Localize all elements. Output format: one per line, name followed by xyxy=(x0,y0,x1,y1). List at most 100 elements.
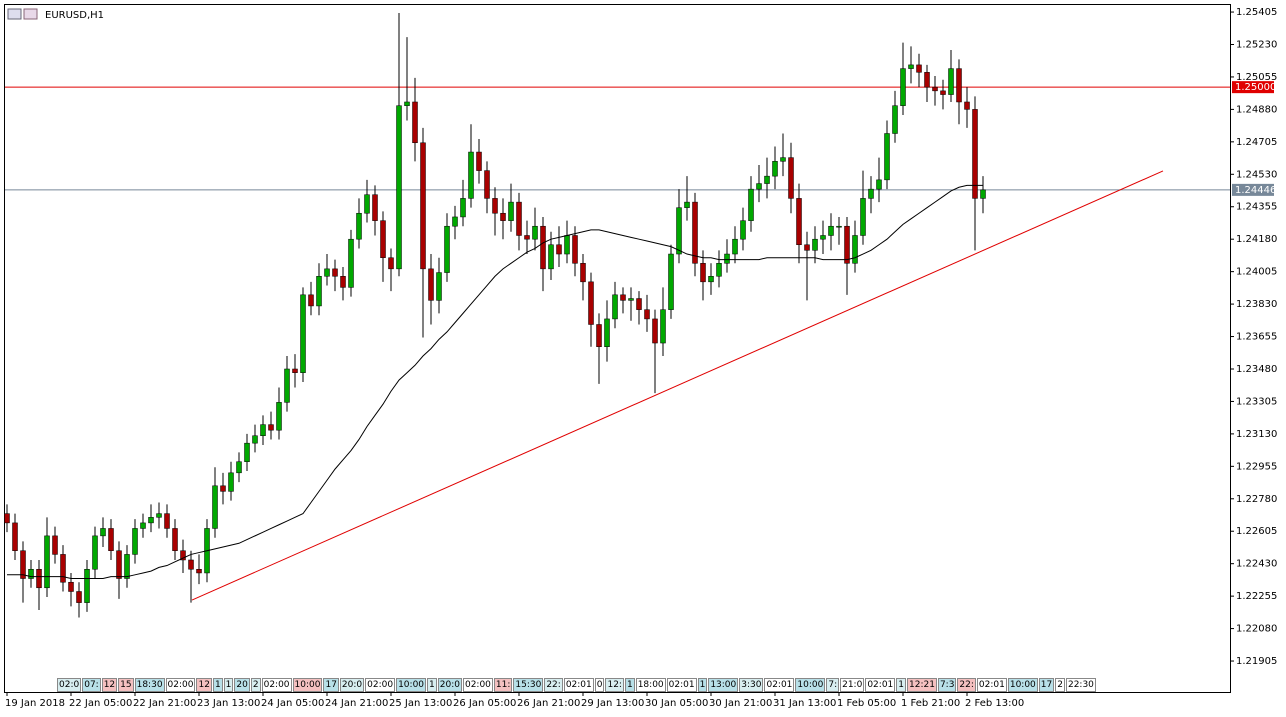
candle-body xyxy=(252,435,258,444)
y-tick-label: 1.24180 xyxy=(1236,234,1277,245)
candle-body xyxy=(356,212,362,240)
event-flag: 11: xyxy=(493,678,513,692)
x-tick-label: 31 Jan 13:00 xyxy=(773,698,836,709)
candle-body xyxy=(844,225,850,264)
x-tick-label: 25 Jan 13:00 xyxy=(389,698,452,709)
x-tick-label: 22 Jan 05:00 xyxy=(69,698,132,709)
candle-body xyxy=(324,268,330,277)
candle-body xyxy=(860,198,866,236)
candle-body xyxy=(340,276,346,288)
candle-body xyxy=(964,101,970,110)
y-tick-label: 1.21905 xyxy=(1236,656,1277,667)
candle-body xyxy=(364,194,370,214)
candle-body xyxy=(12,522,18,551)
plot-frame xyxy=(4,4,1231,693)
y-tick-label: 1.22430 xyxy=(1236,559,1277,570)
event-flag: 1 xyxy=(212,678,223,692)
candle-body xyxy=(52,535,58,555)
candle-body xyxy=(980,189,986,199)
candle-body xyxy=(20,550,26,579)
chart-title: EURUSD,H1 xyxy=(45,10,104,21)
candle-body xyxy=(108,528,114,551)
candle-body xyxy=(60,554,66,583)
candle-body xyxy=(588,281,594,325)
candle-body xyxy=(260,424,266,436)
candle-body xyxy=(140,522,146,529)
candle-body xyxy=(36,568,42,589)
y-tick-label: 1.24355 xyxy=(1236,202,1277,213)
y-tick-label: 1.23655 xyxy=(1236,332,1277,343)
candle-body xyxy=(292,368,298,373)
x-tick-label: 24 Jan 21:00 xyxy=(325,698,388,709)
candle-body xyxy=(892,105,898,134)
candle-body xyxy=(956,68,962,103)
event-flag: 20 xyxy=(234,678,250,692)
candle-body xyxy=(444,225,450,273)
event-flag: 18:30 xyxy=(134,678,165,692)
candle-body xyxy=(116,550,122,579)
candle-body xyxy=(428,268,434,301)
y-tick-label: 1.25055 xyxy=(1236,72,1277,83)
candle-body xyxy=(932,86,938,92)
moving-average xyxy=(7,184,983,580)
candle-body xyxy=(164,513,170,529)
candle-body xyxy=(156,513,162,518)
event-row: 02:0 07: 12 15 18:30 02:00 12 1 1 20 2 02:00 10:00 17… xyxy=(57,678,1096,692)
event-flag: 1 xyxy=(896,678,906,692)
candle-body xyxy=(276,402,282,431)
event-flag: 1 xyxy=(624,678,635,692)
candle-body xyxy=(612,294,618,320)
candle-body xyxy=(668,253,674,310)
candle-body xyxy=(68,581,74,592)
candle-body xyxy=(332,268,338,277)
x-tick-label: 30 Jan 05:00 xyxy=(645,698,708,709)
candle-body xyxy=(468,151,474,199)
candle-body xyxy=(396,105,402,270)
y-tick-label: 1.24880 xyxy=(1236,104,1277,115)
event-flag: 12 xyxy=(196,678,212,692)
candle-body xyxy=(836,225,842,228)
event-flag: 02:01 xyxy=(666,678,697,692)
event-flag: 12: xyxy=(605,678,624,692)
candle-body xyxy=(92,535,98,570)
price-level-tag xyxy=(1232,183,1274,196)
candle-body xyxy=(644,309,650,320)
y-tick-label: 1.23130 xyxy=(1236,429,1277,440)
candle-body xyxy=(348,238,354,288)
event-flag: 02:0 xyxy=(57,678,82,692)
candle-body xyxy=(220,485,226,492)
event-flag: 10:00 xyxy=(795,678,826,692)
event-flag: 02:01 xyxy=(764,678,795,692)
candle-body xyxy=(916,64,922,73)
candle-body xyxy=(180,550,186,561)
candle-body xyxy=(492,198,498,214)
candle-body xyxy=(900,68,906,106)
candle-body xyxy=(516,201,522,236)
event-flag: 10:00 xyxy=(396,678,427,692)
event-flag: 12 xyxy=(101,678,118,692)
y-tick-label: 1.24705 xyxy=(1236,137,1277,148)
candle-body xyxy=(852,235,858,264)
y-tick-label: 1.25230 xyxy=(1236,39,1277,50)
candle-body xyxy=(596,324,602,347)
event-flag: 22: xyxy=(544,678,563,692)
price-level-label: 1.24446 xyxy=(1235,185,1276,196)
candle-body xyxy=(692,201,698,264)
candle-body xyxy=(660,309,666,344)
x-tick-label: 30 Jan 21:00 xyxy=(709,698,772,709)
candle-body xyxy=(620,294,626,301)
candle-body xyxy=(948,68,954,95)
price-level-tag xyxy=(1232,81,1274,94)
candle-body xyxy=(532,225,538,240)
event-flag: 3:30 xyxy=(739,678,764,692)
candle-body xyxy=(316,276,322,307)
candle-body xyxy=(172,528,178,551)
event-flag: 02:01 xyxy=(976,678,1007,692)
x-tick-label: 22 Jan 21:00 xyxy=(133,698,196,709)
candle-body xyxy=(756,183,762,190)
event-flag: 1 xyxy=(697,678,708,692)
chart-icon xyxy=(23,8,38,20)
event-flag: 15 xyxy=(118,678,134,692)
candle-body xyxy=(76,591,82,603)
event-flag: 12:21 xyxy=(907,678,937,692)
